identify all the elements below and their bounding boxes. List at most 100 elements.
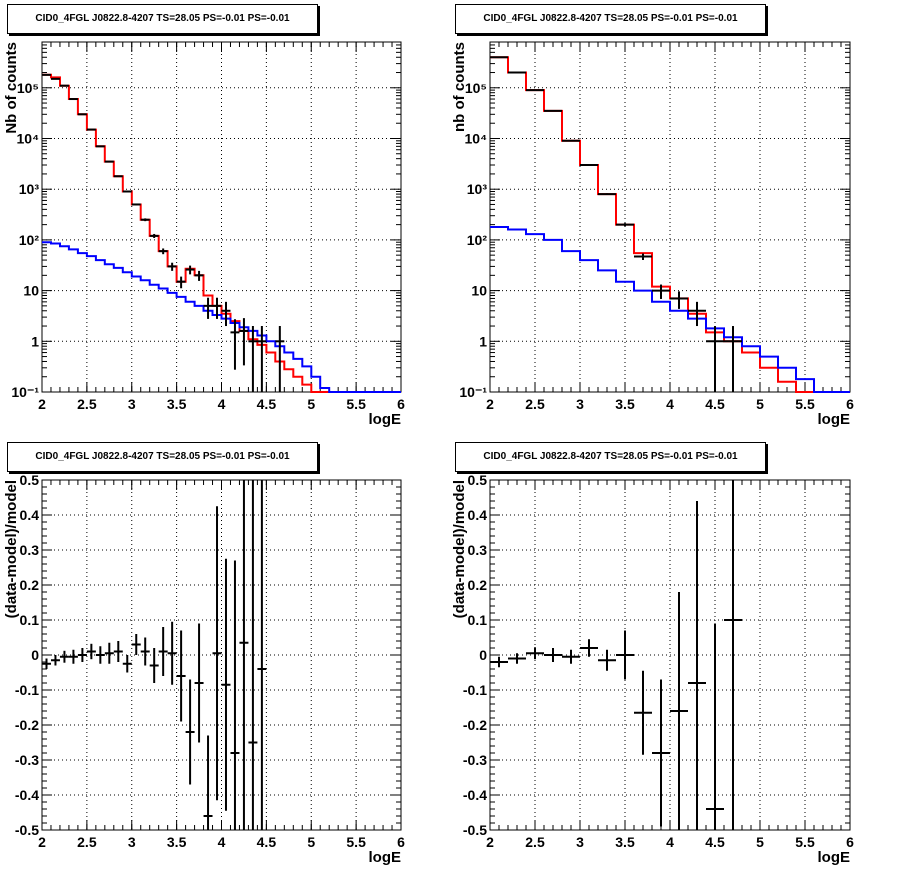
data-point xyxy=(670,291,688,309)
residual-point xyxy=(526,647,544,660)
residual-point xyxy=(68,649,78,664)
x-tick-label: 6 xyxy=(846,834,854,850)
x-axis-label: logE xyxy=(818,411,851,428)
y-axis-label: Nb of counts xyxy=(3,42,20,134)
data-point xyxy=(688,301,706,327)
y-tick-label: -0.5 xyxy=(15,822,39,838)
data-point xyxy=(652,284,670,299)
y-tick-label: -0.1 xyxy=(15,682,39,698)
data-point xyxy=(634,253,652,260)
y-tick-label: 0.4 xyxy=(20,507,40,523)
x-tick-label: 2.5 xyxy=(77,396,97,412)
data-point xyxy=(706,326,724,392)
y-tick-label: 10 xyxy=(23,283,39,299)
y-tick-label: 1 xyxy=(479,333,487,349)
chart-panel-4: 2 2.5 3 3.5 4 4.5 5 5.5 6logE-0.5-0.4-0.3-0.2-0.… xyxy=(451,472,854,866)
x-tick-label: 4 xyxy=(218,396,226,412)
residual-point xyxy=(616,630,634,680)
residual-point xyxy=(688,501,706,830)
residual-point xyxy=(203,735,213,830)
data-point xyxy=(221,301,231,327)
x-tick-label: 2 xyxy=(38,396,46,412)
residual-point xyxy=(490,656,508,668)
x-tick-label: 3 xyxy=(128,834,136,850)
residual-point xyxy=(508,653,526,664)
x-tick-label: 5 xyxy=(756,396,764,412)
data-point xyxy=(239,318,249,366)
y-tick-label: -0.2 xyxy=(463,717,487,733)
x-tick-label: 5 xyxy=(307,834,315,850)
x-tick-label: 4.5 xyxy=(705,396,725,412)
residual-point xyxy=(158,627,168,676)
y-tick-label: 10⁴ xyxy=(17,130,40,146)
residual-points xyxy=(490,480,742,830)
x-axis-label: logE xyxy=(818,849,851,866)
y-tick-label: 0.1 xyxy=(20,612,40,628)
y-tick-label: 10⁵ xyxy=(17,80,39,96)
y-tick-label: 0.5 xyxy=(468,472,488,488)
x-tick-label: 2 xyxy=(38,834,46,850)
residual-point xyxy=(185,679,195,785)
data-point xyxy=(275,326,285,392)
residual-point xyxy=(670,592,688,830)
residual-point xyxy=(50,655,60,666)
x-tick-label: 3 xyxy=(128,396,136,412)
residual-point xyxy=(140,637,150,666)
x-tick-label: 3 xyxy=(576,396,584,412)
data-point xyxy=(724,326,742,392)
data-point xyxy=(113,175,123,178)
data-point xyxy=(122,190,132,193)
residual-point xyxy=(598,649,616,671)
y-tick-label: 0.3 xyxy=(468,542,488,558)
y-tick-label: 0 xyxy=(479,647,487,663)
y-tick-label: -0.1 xyxy=(463,682,487,698)
data-point xyxy=(149,233,159,238)
x-tick-label: 4.5 xyxy=(257,834,277,850)
data-points xyxy=(42,73,285,392)
data-point xyxy=(194,270,204,281)
residual-point xyxy=(562,649,580,664)
x-tick-label: 4.5 xyxy=(257,396,277,412)
y-tick-label: 10⁻¹ xyxy=(11,384,39,400)
x-tick-label: 3.5 xyxy=(167,396,187,412)
x-tick-label: 3.5 xyxy=(615,396,635,412)
x-tick-label: 4.5 xyxy=(705,834,725,850)
x-axis-label: logE xyxy=(369,411,402,428)
residual-point xyxy=(248,480,258,830)
data-point xyxy=(598,193,616,196)
y-tick-label: 10³ xyxy=(19,181,40,197)
residual-point xyxy=(257,480,267,830)
x-tick-label: 2.5 xyxy=(525,396,545,412)
residual-point xyxy=(544,648,562,662)
y-tick-label: 1 xyxy=(31,333,39,349)
y-tick-label: 10 xyxy=(471,283,487,299)
residual-point xyxy=(239,480,249,830)
y-tick-label: 10⁴ xyxy=(465,130,488,146)
residual-point xyxy=(104,642,114,664)
residual-point xyxy=(194,623,204,743)
x-tick-label: 5.5 xyxy=(346,834,366,850)
series-background xyxy=(490,226,850,393)
data-point xyxy=(230,319,240,370)
y-tick-label: -0.2 xyxy=(15,717,39,733)
chart-title-3: CID0_4FGL J0822.8-4207 TS=28.05 PS=-0.01… xyxy=(7,442,318,472)
data-point xyxy=(203,297,213,319)
x-tick-label: 5 xyxy=(756,834,764,850)
data-point xyxy=(104,160,114,163)
residual-point xyxy=(86,643,96,660)
y-tick-label: 10² xyxy=(19,232,40,248)
residual-point xyxy=(212,506,222,801)
residual-point xyxy=(167,621,177,685)
residual-point xyxy=(42,658,51,669)
x-tick-label: 5 xyxy=(307,396,315,412)
x-tick-label: 5.5 xyxy=(795,834,815,850)
x-tick-label: 6 xyxy=(397,834,405,850)
residual-point xyxy=(652,679,670,827)
chart-panel-3: 2 2.5 3 3.5 4 4.5 5 5.5 6logE-0.5-0.4-0.3-0.2-0.… xyxy=(3,472,405,866)
x-tick-label: 6 xyxy=(397,396,405,412)
residual-point xyxy=(95,646,105,664)
